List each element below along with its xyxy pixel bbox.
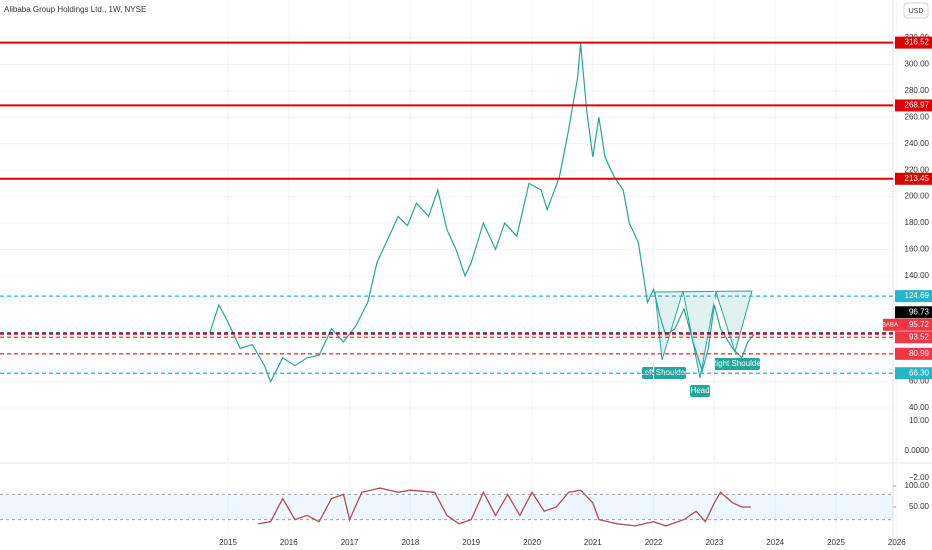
x-tick-label: 2026 xyxy=(888,538,906,547)
x-tick-label: 2024 xyxy=(766,538,784,547)
price-badge xyxy=(895,318,932,331)
currency-label: USD xyxy=(909,8,924,15)
y-tick-label: 40.00 xyxy=(909,403,930,412)
y-tick-label: 260.00 xyxy=(905,112,930,121)
symbol-badge xyxy=(883,318,897,331)
pattern-tag-label: Right Shoulder xyxy=(711,359,764,368)
price-badge-label: 316.52 xyxy=(905,38,930,47)
y-tick-label: 220.00 xyxy=(905,165,930,174)
y-tick-label: 280.00 xyxy=(905,86,930,95)
y-tick-label: 160.00 xyxy=(905,245,930,254)
price-badge-label: 268.97 xyxy=(905,101,930,110)
price-badge-label: 96.73 xyxy=(909,307,930,316)
x-tick-label: 2022 xyxy=(645,538,663,547)
price-badge-label: 95.72 xyxy=(909,320,930,329)
price-badge xyxy=(895,367,932,380)
x-tick-label: 2021 xyxy=(584,538,602,547)
price-badge xyxy=(895,331,932,344)
x-tick-label: 2023 xyxy=(706,538,724,547)
x-tick-label: 2017 xyxy=(341,538,359,547)
price-badge-label: 80.99 xyxy=(909,349,930,358)
price-badge xyxy=(895,36,932,49)
pattern-tag-label: Head xyxy=(690,386,709,395)
pattern-tag-label: Left Shoulder xyxy=(640,368,688,377)
y-tick-label: 240.00 xyxy=(905,139,930,148)
price-badge xyxy=(895,347,932,360)
price-badge-label: 93.52 xyxy=(909,332,930,341)
pattern-tag xyxy=(714,358,760,370)
oscillator-tick-label: 100.00 xyxy=(905,481,930,490)
lower-scale-label: 10.00 xyxy=(909,416,930,425)
lower-scale-label: −2.00 xyxy=(909,473,930,482)
pattern-tag xyxy=(690,385,710,397)
pattern-tag xyxy=(642,367,686,379)
y-tick-label: 180.00 xyxy=(905,218,930,227)
price-badge xyxy=(895,172,932,185)
x-tick-label: 2016 xyxy=(280,538,298,547)
y-tick-label: 300.00 xyxy=(905,60,930,69)
oscillator-line xyxy=(258,487,751,527)
symbol-badge-label: BABA xyxy=(882,322,898,328)
x-tick-label: 2025 xyxy=(827,538,845,547)
y-tick-label: 200.00 xyxy=(905,192,930,201)
x-tick-label: 2018 xyxy=(402,538,420,547)
price-badge xyxy=(895,306,932,319)
x-tick-label: 2015 xyxy=(219,538,237,547)
price-badge-label: 66.30 xyxy=(909,368,930,377)
price-line xyxy=(209,43,755,384)
oscillator-tick-label: 50.00 xyxy=(909,502,930,511)
lower-scale-label: 0.0000 xyxy=(905,446,930,455)
y-tick-label: 140.00 xyxy=(905,271,930,280)
price-badge xyxy=(895,99,932,112)
price-badge-label: 213.45 xyxy=(905,174,930,183)
chart-title: Alibaba Group Holdings Ltd., 1W, NYSE xyxy=(4,5,146,14)
x-tick-label: 2020 xyxy=(523,538,541,547)
price-badge-label: 124.69 xyxy=(905,291,930,300)
y-tick-label: 60.00 xyxy=(909,377,930,386)
currency-button[interactable] xyxy=(903,2,929,19)
x-tick-label: 2019 xyxy=(462,538,480,547)
price-badge xyxy=(895,290,932,303)
